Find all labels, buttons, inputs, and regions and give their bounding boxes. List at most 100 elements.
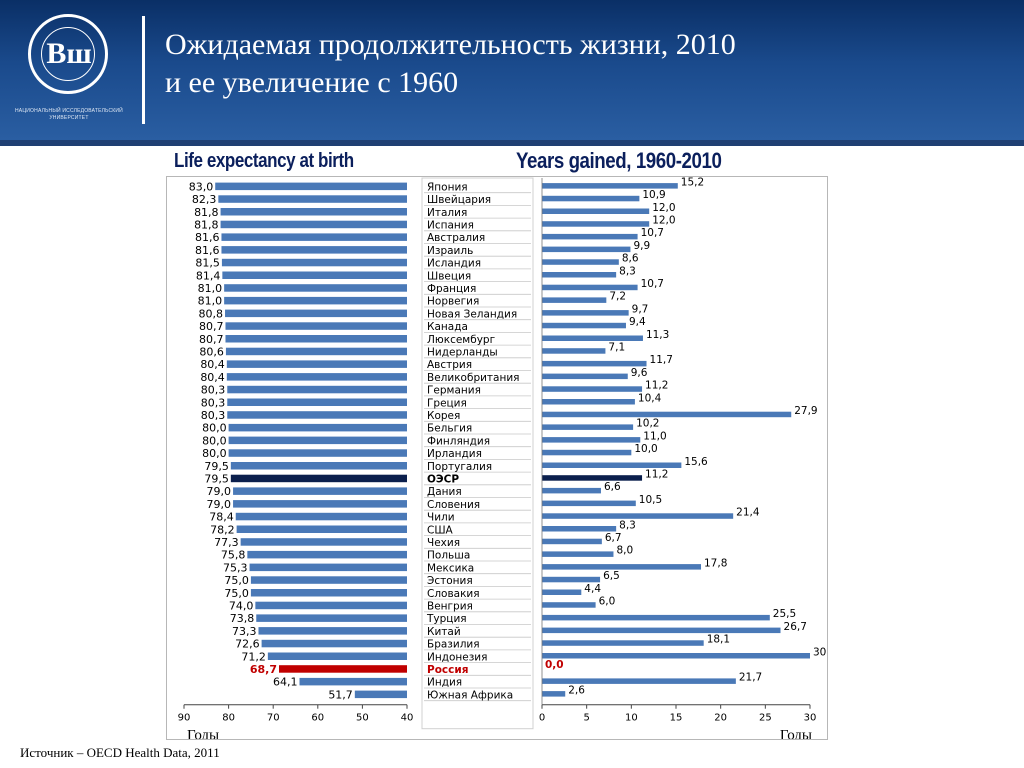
left-value-label: 79,0	[207, 485, 232, 498]
category-label: Эстония	[427, 575, 473, 587]
right-bar	[542, 487, 601, 494]
right-value-label: 12,0	[652, 214, 675, 226]
category-label: Япония	[427, 181, 468, 193]
page-title-line2: и ее увеличение с 1960	[165, 66, 459, 99]
category-label: Словакия	[427, 588, 480, 600]
right-value-label: 8,3	[619, 265, 636, 277]
right-x-tick-label: 25	[759, 713, 772, 724]
logo-mark: Вш	[46, 37, 92, 70]
right-value-label: 25,5	[773, 608, 796, 620]
category-label: Норвегия	[427, 296, 479, 308]
right-value-label: 6,5	[603, 570, 620, 582]
right-value-label: 11,0	[643, 430, 666, 442]
right-bar	[542, 602, 596, 608]
category-label: Люксембург	[427, 334, 495, 346]
right-x-tick-label: 5	[583, 713, 589, 724]
left-value-label: 73,8	[230, 612, 255, 625]
left-value-label: 80,8	[199, 307, 224, 320]
right-bar	[542, 259, 619, 265]
left-bar	[256, 614, 407, 622]
right-bar	[542, 424, 634, 430]
right-value-label: 10,2	[636, 418, 659, 430]
right-bar	[542, 310, 629, 316]
left-value-label: 80,3	[201, 396, 226, 409]
left-value-label: 80,3	[201, 384, 226, 397]
category-label: Португалия	[427, 461, 492, 473]
left-bar	[225, 335, 407, 343]
left-value-label: 51,7	[328, 688, 353, 701]
right-value-label: 10,0	[634, 443, 657, 455]
left-value-label: 81,4	[196, 269, 221, 282]
right-bar	[542, 221, 650, 227]
left-bar	[235, 512, 407, 521]
right-value-label: 21,7	[739, 672, 762, 684]
right-value-label: 18,1	[707, 634, 730, 646]
right-bar	[542, 373, 628, 380]
header-banner	[0, 0, 1024, 140]
right-value-label: 15,2	[681, 177, 704, 188]
right-value-label: 21,4	[736, 507, 760, 519]
university-logo: Вш НАЦИОНАЛЬНЫЙ ИССЛЕДОВАТЕЛЬСКИЙ УНИВЕР…	[14, 14, 124, 124]
category-label: Финляндия	[427, 435, 490, 447]
left-bar	[221, 233, 407, 241]
left-bar	[250, 576, 407, 584]
left-bar	[221, 258, 407, 267]
right-bar	[542, 627, 781, 634]
category-label: Южная Африка	[427, 689, 513, 701]
right-value-label: 9,7	[632, 303, 649, 315]
left-value-label: 80,7	[199, 333, 224, 346]
category-label: Испания	[427, 219, 474, 231]
right-value-label: 10,7	[641, 278, 664, 290]
category-label: Нидерланды	[427, 346, 498, 358]
logo-caption: НАЦИОНАЛЬНЫЙ ИССЛЕДОВАТЕЛЬСКИЙ УНИВЕРСИТ…	[14, 108, 124, 122]
right-x-tick-label: 30	[804, 713, 817, 724]
left-value-label: 80,3	[201, 409, 226, 422]
left-value-label: 80,0	[202, 434, 227, 447]
right-value-label: 8,0	[616, 545, 633, 557]
left-bar	[278, 665, 407, 673]
right-bar	[542, 678, 736, 684]
left-value-label: 75,0	[224, 587, 249, 600]
left-bar	[267, 652, 407, 660]
category-label: Китай	[427, 626, 461, 638]
right-bar	[542, 589, 582, 595]
chart-canvas: 83,0 Япония 15,2 82,3 Швейцария 10,9 81,8 Итали…	[178, 177, 827, 739]
left-value-label: 80,0	[202, 447, 227, 460]
right-bar	[542, 551, 614, 557]
right-x-tick-label: 0	[539, 713, 545, 724]
left-value-label: 71,2	[241, 650, 266, 663]
right-bar	[542, 462, 682, 468]
category-label: Чехия	[427, 537, 460, 549]
category-label: Италия	[427, 207, 467, 219]
right-bar	[542, 360, 647, 367]
left-value-label: 80,6	[199, 345, 224, 358]
left-value-label: 81,0	[198, 282, 223, 295]
left-value-label: 80,4	[200, 371, 225, 384]
left-bar	[228, 436, 407, 445]
right-bar	[542, 437, 641, 443]
left-value-label: 79,5	[204, 460, 229, 473]
left-value-label: 68,7	[250, 663, 277, 676]
left-value-label: 81,8	[194, 206, 219, 219]
left-bar	[225, 309, 407, 318]
right-bar	[542, 297, 607, 303]
right-value-label: 10,7	[641, 227, 664, 239]
left-x-tick-label: 90	[178, 713, 191, 724]
right-value-label: 30,0	[813, 646, 827, 658]
right-value-label: 10,9	[642, 189, 665, 201]
right-x-tick-label: 20	[714, 713, 727, 724]
left-bar	[233, 500, 407, 508]
left-bar	[250, 589, 407, 597]
category-label: Ирландия	[427, 448, 482, 460]
right-bar	[542, 208, 650, 214]
category-label: Израиль	[427, 245, 473, 257]
left-bar	[240, 538, 407, 546]
category-label: Франция	[427, 283, 476, 295]
right-value-label: 6,7	[605, 532, 622, 544]
category-label: Мексика	[427, 562, 474, 574]
left-value-label: 77,3	[214, 536, 239, 549]
chart-frame: 83,0 Япония 15,2 82,3 Швейцария 10,9 81,8 Итали…	[166, 176, 828, 740]
page-title: Ожидаемая продолжительность жизни, 2010 …	[165, 26, 965, 102]
category-label: Новая Зеландия	[427, 308, 517, 320]
right-value-label: 11,3	[646, 329, 669, 341]
